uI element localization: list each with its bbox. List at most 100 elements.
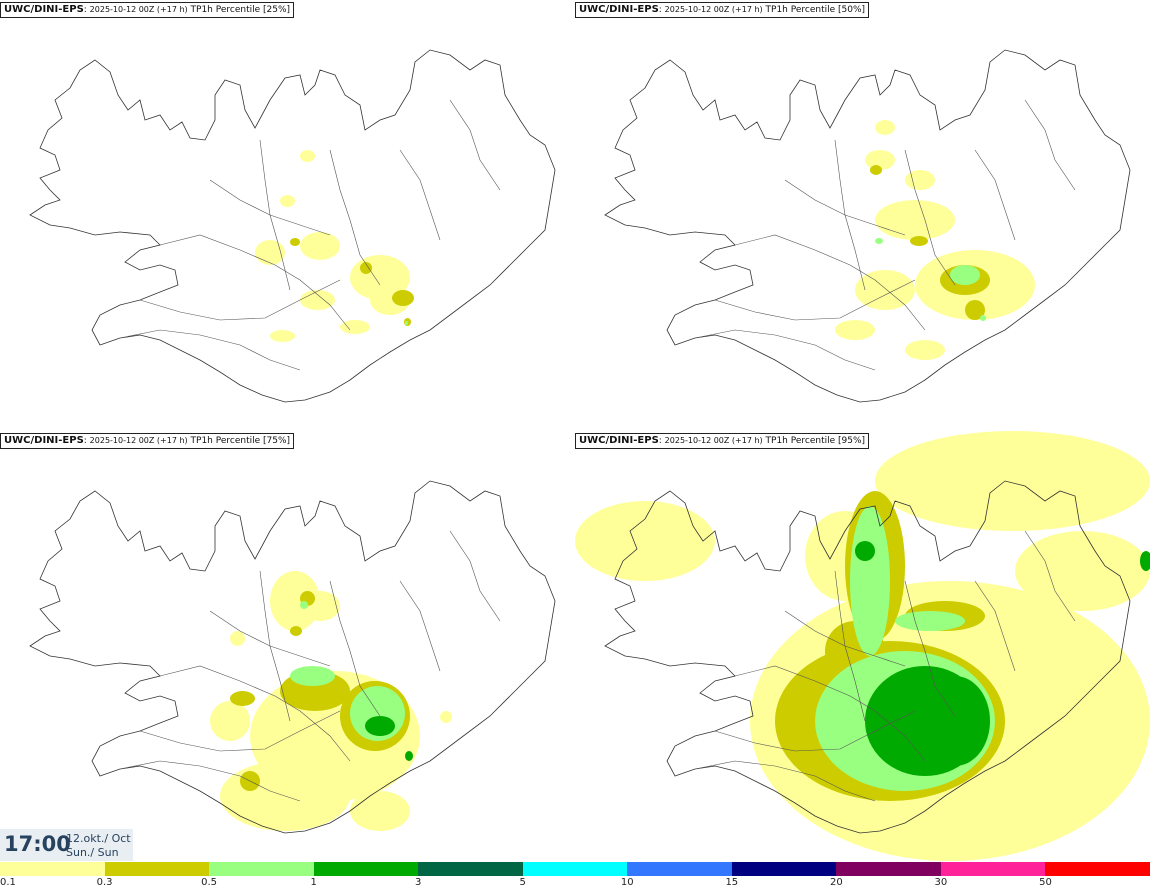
coastline [604,49,1131,403]
iceland-map [604,49,1131,403]
panel-run: 2025-10-12 00Z (+17 h) [664,5,763,14]
precip-area [910,236,928,246]
road-line [694,329,876,371]
road-line [209,610,331,667]
precip-area [965,300,985,320]
precip-area [392,290,414,306]
road-line [329,580,381,717]
precip-area [270,330,295,342]
road-line [1024,530,1076,622]
legend-swatch [522,862,628,876]
precip-area [210,701,250,741]
precip-area [855,270,915,310]
precip-area [855,541,875,561]
precip-area [230,631,245,646]
panel-source: UWC/DINI-EPS [579,4,659,15]
valid-time-box: 17:00 12.okt./ Oct Sun./ Sun [0,829,133,861]
precip-area [1015,531,1150,611]
coastline [604,480,1131,834]
legend-swatch [627,862,732,876]
legend-tick-label: 5 [519,877,526,888]
precip-area [280,195,295,207]
road-line [399,580,441,672]
precip-area [850,506,890,656]
map-panel-p25: UWC/DINI-EPS: 2025-10-12 00Z (+17 h) TP1… [0,0,575,430]
precip-area [440,711,452,723]
panel-source: UWC/DINI-EPS [579,435,659,446]
precip-area [350,791,410,831]
iceland-map [29,49,556,403]
road-line [139,279,341,321]
precip-area [835,320,875,340]
precip-area [865,150,895,170]
legend-swatch [104,862,210,876]
coastline [29,49,556,403]
iceland-map [29,480,556,834]
legend-tick-label: 0.5 [201,877,218,888]
panel-title: UWC/DINI-EPS: 2025-10-12 00Z (+17 h) TP1… [0,433,295,449]
precip-area [875,120,895,135]
precip-area [365,716,395,736]
legend-swatch [940,862,1046,876]
panel-run: 2025-10-12 00Z (+17 h) [664,436,763,445]
road-line [159,665,351,762]
legend-swatch [0,862,105,876]
precip-area [1140,551,1150,571]
road-line [209,179,331,236]
road-line [139,710,341,752]
legend-tick-label: 10 [620,877,634,888]
precip-area [875,431,1150,531]
precip-area [290,626,302,636]
precip-area [405,321,408,325]
precip-area [895,611,965,631]
map-panel-p75: UWC/DINI-EPS: 2025-10-12 00Z (+17 h) TP1… [0,431,575,861]
panel-field: TP1h Percentile [95%] [765,436,866,446]
valid-time: 17:00 [4,832,71,856]
road-line [329,149,381,286]
panel-title: UWC/DINI-EPS: 2025-10-12 00Z (+17 h) TP1… [0,2,295,18]
precip-area [950,265,980,285]
precip-area [300,150,315,162]
legend-swatch [731,862,837,876]
precip-area [405,751,413,761]
legend-tick-label: 20 [829,877,843,888]
precip-area [230,691,255,706]
road-line [119,760,301,802]
precip-area [290,666,335,686]
road-line [1024,99,1076,191]
precip-area [290,238,300,246]
precip-area [300,290,335,310]
panel-source: UWC/DINI-EPS [4,435,84,446]
panel-field: TP1h Percentile [25%] [190,5,291,15]
precip-area [905,340,945,360]
iceland-map [575,431,1150,861]
precip-area [340,320,370,334]
road-line [974,149,1016,241]
road-line [259,139,291,291]
precip-area [875,238,883,244]
legend-ticks: 0.1 0.3 0.5 1 3 5 10 15 20 30 50 [0,877,1150,891]
legend-tick-label: 3 [414,877,422,888]
panel-field: TP1h Percentile [75%] [190,436,291,446]
precip-area [905,170,935,190]
road-line [974,580,1016,672]
legend-tick-label: 0.1 [0,877,16,888]
valid-weekday: Sun./ Sun [66,846,119,859]
legend-swatch [836,862,941,876]
legend-tick-label: 0.3 [96,877,113,888]
legend-swatch [1045,862,1150,876]
road-line [834,139,866,291]
precip-area [875,200,955,240]
panel-run: 2025-10-12 00Z (+17 h) [89,436,188,445]
precip-area [575,501,715,581]
coastline [29,480,556,834]
panel-field: TP1h Percentile [50%] [765,5,866,15]
map-panel-p95: UWC/DINI-EPS: 2025-10-12 00Z (+17 h) TP1… [575,431,1150,861]
road-line [904,149,956,286]
road-line [734,665,926,762]
precip-area [360,262,372,274]
precip-area [920,676,990,766]
road-line [714,710,916,752]
legend-tick-label: 50 [1039,877,1052,888]
road-line [784,610,906,667]
